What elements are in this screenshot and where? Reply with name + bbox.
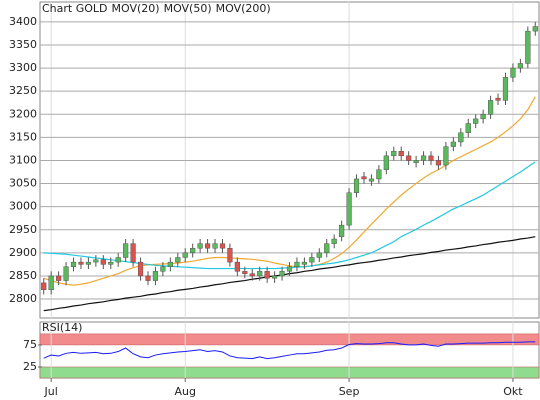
candle-body: [264, 271, 270, 279]
candle-body: [108, 261, 114, 265]
candle-body: [160, 266, 166, 272]
candle-body: [197, 243, 203, 249]
candle-body: [190, 248, 196, 254]
candle-body: [420, 155, 427, 161]
x-tick-label: Okt: [503, 385, 523, 398]
rsi-line: [43, 341, 536, 360]
chart-title: Chart GOLD: [42, 2, 108, 15]
candle-body: [85, 261, 91, 265]
legend-entry: MOV(200): [216, 2, 271, 15]
candle-body: [510, 67, 516, 78]
candle-body: [212, 243, 218, 249]
rsi-band: [39, 333, 540, 346]
candle-body: [182, 252, 188, 258]
candle-body: [428, 155, 434, 161]
candle-body: [406, 155, 412, 161]
candle-body: [376, 169, 382, 180]
candle-body: [137, 261, 144, 277]
candle-body: [152, 271, 159, 281]
candle-body: [234, 261, 240, 272]
candle-body: [41, 282, 47, 291]
y-tick-label: 2900: [9, 246, 37, 259]
y-tick-label: 3200: [9, 107, 37, 120]
candle-body: [48, 275, 54, 291]
candle-body: [78, 261, 84, 265]
y-tick-label: 25: [23, 360, 37, 373]
y-tick-label: 3150: [9, 130, 37, 143]
candle-body: [286, 266, 293, 272]
candle-body: [525, 30, 531, 64]
candle-body: [175, 257, 181, 263]
candle-body: [294, 261, 300, 267]
candle-body: [93, 259, 99, 263]
candle-body: [63, 266, 69, 281]
candle-body: [70, 261, 77, 267]
candle-body: [309, 257, 315, 263]
y-tick-label: 3250: [9, 84, 37, 97]
rsi-band: [39, 366, 540, 379]
y-tick-label: 3100: [9, 153, 37, 166]
legend-entry: MOV(20): [112, 2, 160, 15]
y-tick-label: 75: [23, 338, 37, 351]
candle-body: [272, 275, 278, 279]
y-tick-label: 3000: [9, 200, 37, 213]
candle-body: [167, 261, 173, 267]
candle-body: [316, 252, 322, 258]
candle-body: [353, 178, 360, 194]
candle-body: [383, 155, 389, 170]
x-tick-label: Sep: [339, 385, 360, 398]
candle-body: [145, 275, 151, 281]
candle-body: [257, 271, 263, 277]
y-tick-label: 2850: [9, 269, 37, 282]
candle-body: [204, 243, 211, 249]
legend-entry: MOV(50): [164, 2, 212, 15]
y-tick-label: 3350: [9, 38, 37, 51]
candle-body: [413, 160, 419, 163]
candle-body: [130, 243, 136, 263]
candle-body: [249, 273, 255, 277]
candle-body: [458, 132, 464, 143]
candle-body: [488, 100, 494, 115]
x-tick-label: Jul: [44, 385, 58, 398]
candle-body: [100, 259, 106, 265]
candle-body: [532, 26, 538, 32]
candle-body: [219, 243, 226, 249]
candle-body: [368, 178, 375, 182]
candle-body: [346, 192, 352, 226]
candle-body: [443, 146, 449, 166]
y-tick-label: 3300: [9, 61, 37, 74]
candle-body: [242, 271, 248, 274]
candle-body: [279, 271, 285, 277]
candle-body: [324, 243, 330, 254]
candle-body: [435, 160, 442, 166]
candle-body: [480, 114, 486, 120]
y-tick-label: 3400: [9, 15, 37, 28]
candle-body: [391, 151, 397, 157]
candle-body: [56, 275, 62, 281]
candle-body: [502, 77, 509, 101]
y-tick-label: 3050: [9, 177, 37, 190]
candle-body: [361, 176, 367, 180]
candle-body: [473, 118, 479, 124]
candle-body: [517, 63, 523, 69]
candle-body: [123, 243, 129, 258]
y-tick-label: 2800: [9, 292, 37, 305]
candle-body: [301, 261, 307, 265]
candle-body: [450, 141, 456, 147]
candle-body: [339, 224, 345, 237]
candle-body: [331, 238, 337, 244]
y-tick-label: 2950: [9, 223, 37, 236]
x-tick-label: Aug: [174, 385, 195, 398]
candle-body: [465, 123, 471, 133]
candle-body: [495, 97, 501, 101]
rsi-title: RSI(14): [42, 321, 82, 334]
candle-body: [115, 257, 121, 263]
candle-body: [398, 151, 404, 157]
candle-body: [227, 248, 233, 263]
